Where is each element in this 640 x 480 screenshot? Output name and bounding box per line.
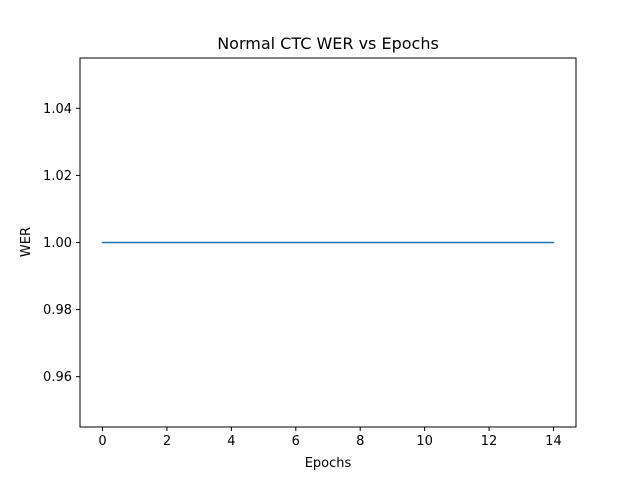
x-axis-label: Epochs [305, 456, 352, 471]
x-tick-label: 14 [545, 434, 562, 449]
x-tick-label: 8 [356, 434, 364, 449]
x-tick-label: 10 [416, 434, 433, 449]
y-tick-label: 0.96 [43, 370, 72, 385]
x-tick-label: 4 [227, 434, 235, 449]
y-tick-label: 1.02 [43, 169, 72, 184]
y-tick-label: 1.00 [43, 236, 72, 251]
y-tick-label: 1.04 [43, 102, 72, 117]
x-tick-label: 2 [163, 434, 171, 449]
x-tick-label: 6 [292, 434, 300, 449]
x-tick-label: 0 [98, 434, 106, 449]
chart-title: Normal CTC WER vs Epochs [217, 34, 439, 53]
plot-area: 0 2 4 6 8 10 12 14 0.96 0.98 1.00 1.02 1.04 [43, 57, 577, 449]
y-tick-label: 0.98 [43, 303, 72, 318]
x-tick-label: 12 [481, 434, 498, 449]
y-axis-label: WER [19, 227, 34, 257]
